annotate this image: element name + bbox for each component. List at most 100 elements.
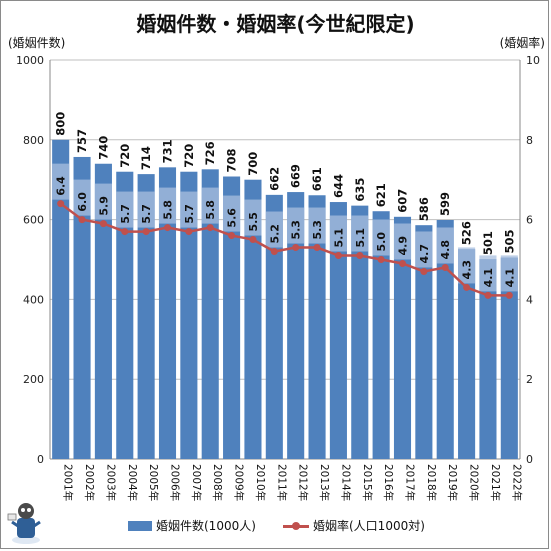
bar-value-label: 607 — [396, 189, 410, 213]
bar-value-label: 661 — [310, 167, 324, 191]
rate-value-label: 5.8 — [204, 200, 217, 220]
bar-label-band — [351, 215, 369, 252]
rate-value-label: 5.5 — [247, 212, 260, 232]
rate-point — [249, 236, 257, 244]
rate-value-label: 4.3 — [461, 260, 474, 280]
rate-value-label: 6.0 — [76, 192, 89, 212]
bar — [158, 167, 177, 459]
bar-value-label: 586 — [417, 197, 431, 221]
rate-value-label: 4.1 — [503, 268, 516, 288]
bar-label-band — [329, 215, 347, 252]
x-tick-label: 2012年 — [297, 464, 310, 501]
bar — [329, 202, 347, 459]
bar-value-label: 714 — [139, 146, 153, 170]
bar-label-band — [265, 211, 283, 248]
bar — [287, 192, 305, 459]
bar-label-band — [287, 207, 305, 244]
rate-value-label: 4.7 — [418, 244, 431, 264]
bar-label-band — [180, 191, 198, 228]
x-tick-label: 2014年 — [339, 464, 352, 501]
bar-value-label: 599 — [438, 192, 452, 216]
bar-label-band — [73, 179, 91, 216]
bar-label-band — [52, 163, 70, 200]
bar-value-label: 708 — [225, 148, 239, 172]
rate-point — [505, 291, 513, 299]
y-left-tick-label: 600 — [23, 214, 44, 227]
x-tick-label: 2020年 — [468, 464, 481, 501]
bar-value-label: 621 — [374, 183, 388, 207]
rate-point — [142, 228, 150, 236]
mascot-logo — [7, 503, 41, 544]
bar-label-band — [201, 187, 219, 224]
bar — [73, 156, 91, 459]
rate-point — [121, 228, 129, 236]
rate-point — [420, 267, 428, 275]
bar — [265, 194, 283, 459]
rate-point — [292, 244, 300, 252]
rate-point — [334, 252, 342, 260]
x-tick-label: 2017年 — [404, 464, 417, 501]
rate-point — [99, 220, 107, 228]
bar-value-label: 757 — [75, 129, 89, 153]
y-right-tick-label: 0 — [526, 453, 533, 466]
legend-line-swatch — [283, 521, 309, 531]
x-tick-label: 2002年 — [83, 464, 96, 501]
legend-label-rate: 婚姻率(人口1000対) — [313, 519, 425, 533]
bar-label-band — [458, 247, 476, 284]
rate-point — [57, 200, 65, 208]
rate-value-label: 5.0 — [375, 232, 388, 252]
bar — [94, 163, 112, 460]
bar — [180, 171, 198, 459]
rate-point — [399, 259, 406, 267]
bar — [458, 249, 476, 459]
x-tick-label: 2009年 — [233, 464, 246, 501]
rate-value-label: 5.3 — [311, 220, 324, 240]
bar — [415, 225, 433, 459]
bar-value-label: 635 — [353, 178, 367, 202]
bar-value-label: 726 — [203, 141, 217, 165]
rate-point — [228, 232, 236, 240]
rate-value-label: 5.7 — [140, 204, 153, 224]
y-left-tick-label: 0 — [37, 453, 44, 466]
rate-point — [377, 256, 385, 263]
bar — [116, 171, 134, 459]
x-tick-label: 2011年 — [275, 464, 288, 501]
x-tick-label: 2018年 — [425, 464, 438, 501]
bar-value-label: 505 — [502, 229, 516, 253]
legend-bar-swatch — [128, 520, 152, 531]
x-tick-label: 2004年 — [126, 464, 139, 501]
bar — [351, 205, 369, 459]
bar-label-band — [158, 187, 177, 224]
rate-point — [313, 244, 321, 252]
x-tick-label: 2016年 — [382, 464, 395, 501]
bar-value-label: 731 — [161, 139, 175, 163]
rate-line — [59, 202, 510, 297]
x-tick-label: 2015年 — [361, 464, 374, 501]
x-tick-label: 2001年 — [62, 464, 75, 501]
rate-value-label: 5.7 — [119, 204, 132, 224]
rate-value-label: 5.7 — [183, 204, 196, 224]
rate-point — [185, 228, 193, 236]
chart-title: 婚姻件数・婚姻率(今世紀限定) — [136, 12, 415, 36]
bar-value-label: 501 — [481, 231, 495, 255]
rate-point — [484, 291, 492, 299]
bar-label-band — [308, 207, 326, 244]
x-tick-label: 2019年 — [446, 464, 459, 501]
rate-point — [463, 283, 471, 291]
x-tick-label: 2005年 — [147, 464, 160, 501]
bar-value-label: 720 — [182, 144, 196, 168]
rate-value-label: 5.3 — [290, 220, 303, 240]
legend-item-marriages: 婚姻件数(1000人) — [128, 517, 256, 534]
rate-value-label: 5.1 — [332, 228, 345, 248]
x-tick-label: 2006年 — [169, 464, 182, 501]
bar — [393, 216, 412, 459]
y-left-tick-label: 200 — [23, 373, 44, 386]
rate-value-label: 5.2 — [268, 224, 281, 244]
right-axis-unit: (婚姻率) — [499, 36, 545, 50]
bar — [479, 259, 497, 459]
left-axis-unit: (婚姻件数) — [8, 36, 66, 50]
x-tick-label: 2010年 — [254, 464, 267, 501]
rate-value-label: 5.1 — [354, 228, 367, 248]
y-right-tick-label: 8 — [526, 134, 533, 147]
bar — [223, 176, 241, 459]
